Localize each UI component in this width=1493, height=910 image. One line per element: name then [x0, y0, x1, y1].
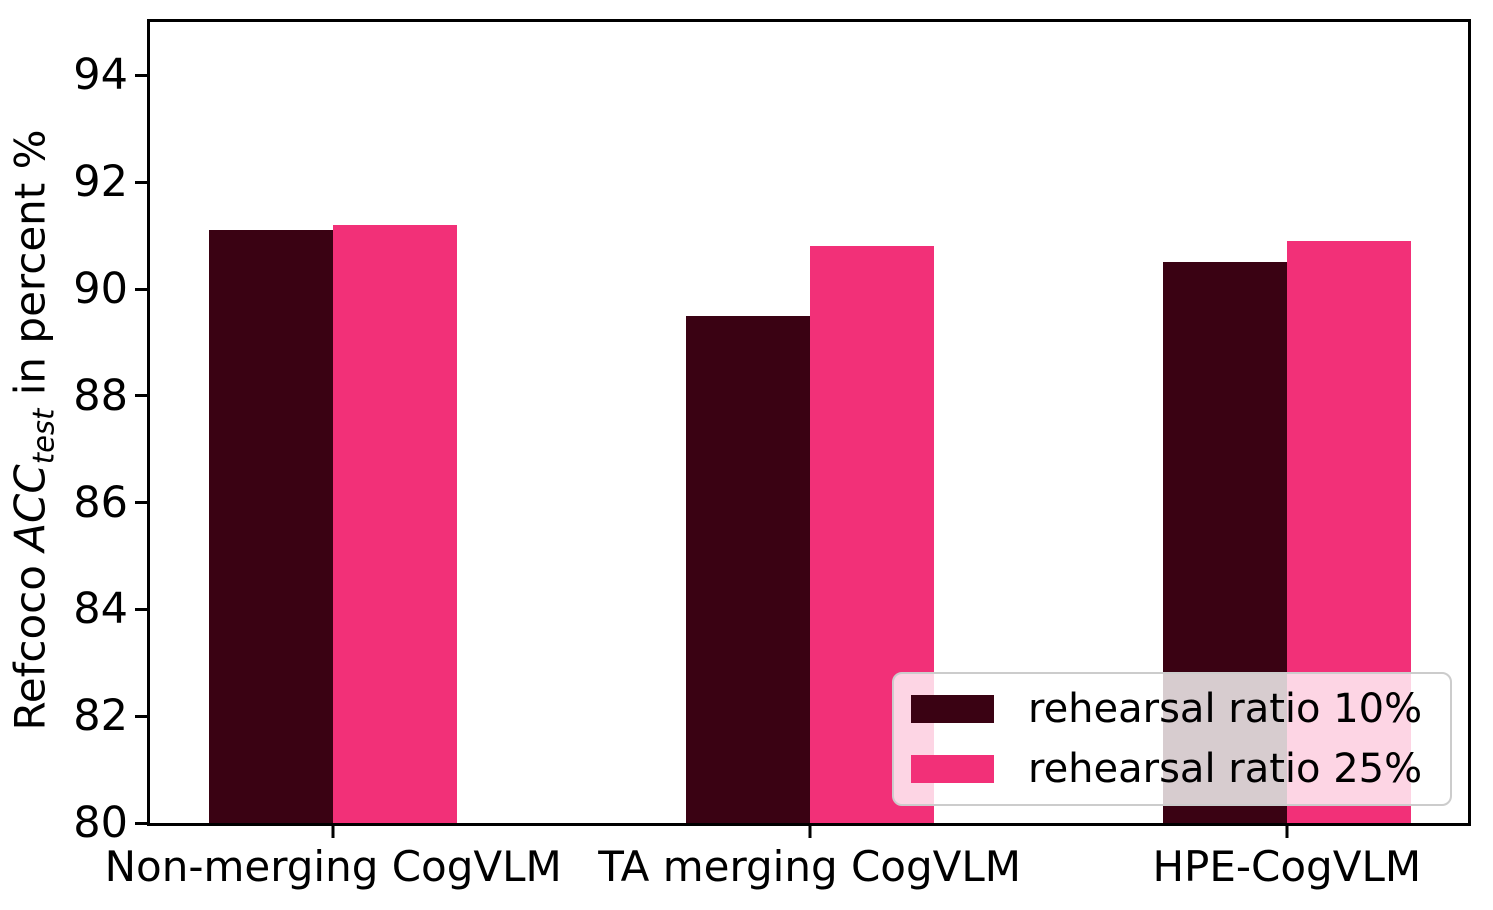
- y-tick-label: 94: [73, 50, 128, 101]
- y-axis-label: Refcoco ACCtest in percent %: [5, 129, 60, 730]
- legend: rehearsal ratio 10% rehearsal ratio 25%: [892, 672, 1452, 806]
- x-tick-label: HPE-CogVLM: [1152, 842, 1422, 891]
- y-tick-label: 86: [73, 477, 128, 528]
- y-tick-label: 88: [73, 370, 128, 421]
- y-axis-label-suffix: in percent %: [5, 129, 55, 409]
- bar: [685, 315, 810, 823]
- y-tick-mark: [135, 73, 147, 77]
- legend-label-rehearsal-10: rehearsal ratio 10%: [1028, 686, 1423, 732]
- bar: [333, 224, 458, 823]
- y-tick-mark: [135, 501, 147, 505]
- plot-area: 80 82 84 86 88 90 92 94 Non-merging CogVLM TA me…: [73, 19, 1471, 891]
- legend-swatch-rehearsal-25: [911, 755, 994, 783]
- y-tick-label: 84: [73, 584, 128, 635]
- y-tick-label: 92: [73, 157, 128, 208]
- y-axis-label-subscript: test: [26, 408, 61, 465]
- y-tick-mark: [135, 821, 147, 825]
- legend-swatch-rehearsal-10: [911, 695, 994, 723]
- y-axis-label-prefix: Refcoco: [5, 551, 55, 731]
- x-tick-mark: [1285, 826, 1289, 838]
- y-tick-mark: [135, 714, 147, 718]
- y-tick-mark: [135, 394, 147, 398]
- legend-item-rehearsal-25: rehearsal ratio 25%: [911, 746, 1450, 792]
- y-axis-label-acc: ACC: [5, 464, 55, 552]
- y-tick-label: 80: [73, 798, 128, 848]
- bar: [209, 230, 334, 823]
- x-tick-mark: [808, 826, 812, 838]
- y-tick-mark: [135, 180, 147, 184]
- y-tick-mark: [135, 287, 147, 291]
- x-tick-mark: [331, 826, 335, 838]
- y-tick-label: 82: [73, 691, 128, 742]
- legend-item-rehearsal-10: rehearsal ratio 10%: [911, 686, 1450, 732]
- y-tick-label: 90: [73, 264, 128, 314]
- y-tick-mark: [135, 607, 147, 611]
- x-tick-label: Non-merging CogVLM: [104, 842, 562, 891]
- legend-label-rehearsal-25: rehearsal ratio 25%: [1028, 746, 1423, 792]
- x-tick-label: TA merging CogVLM: [598, 842, 1022, 891]
